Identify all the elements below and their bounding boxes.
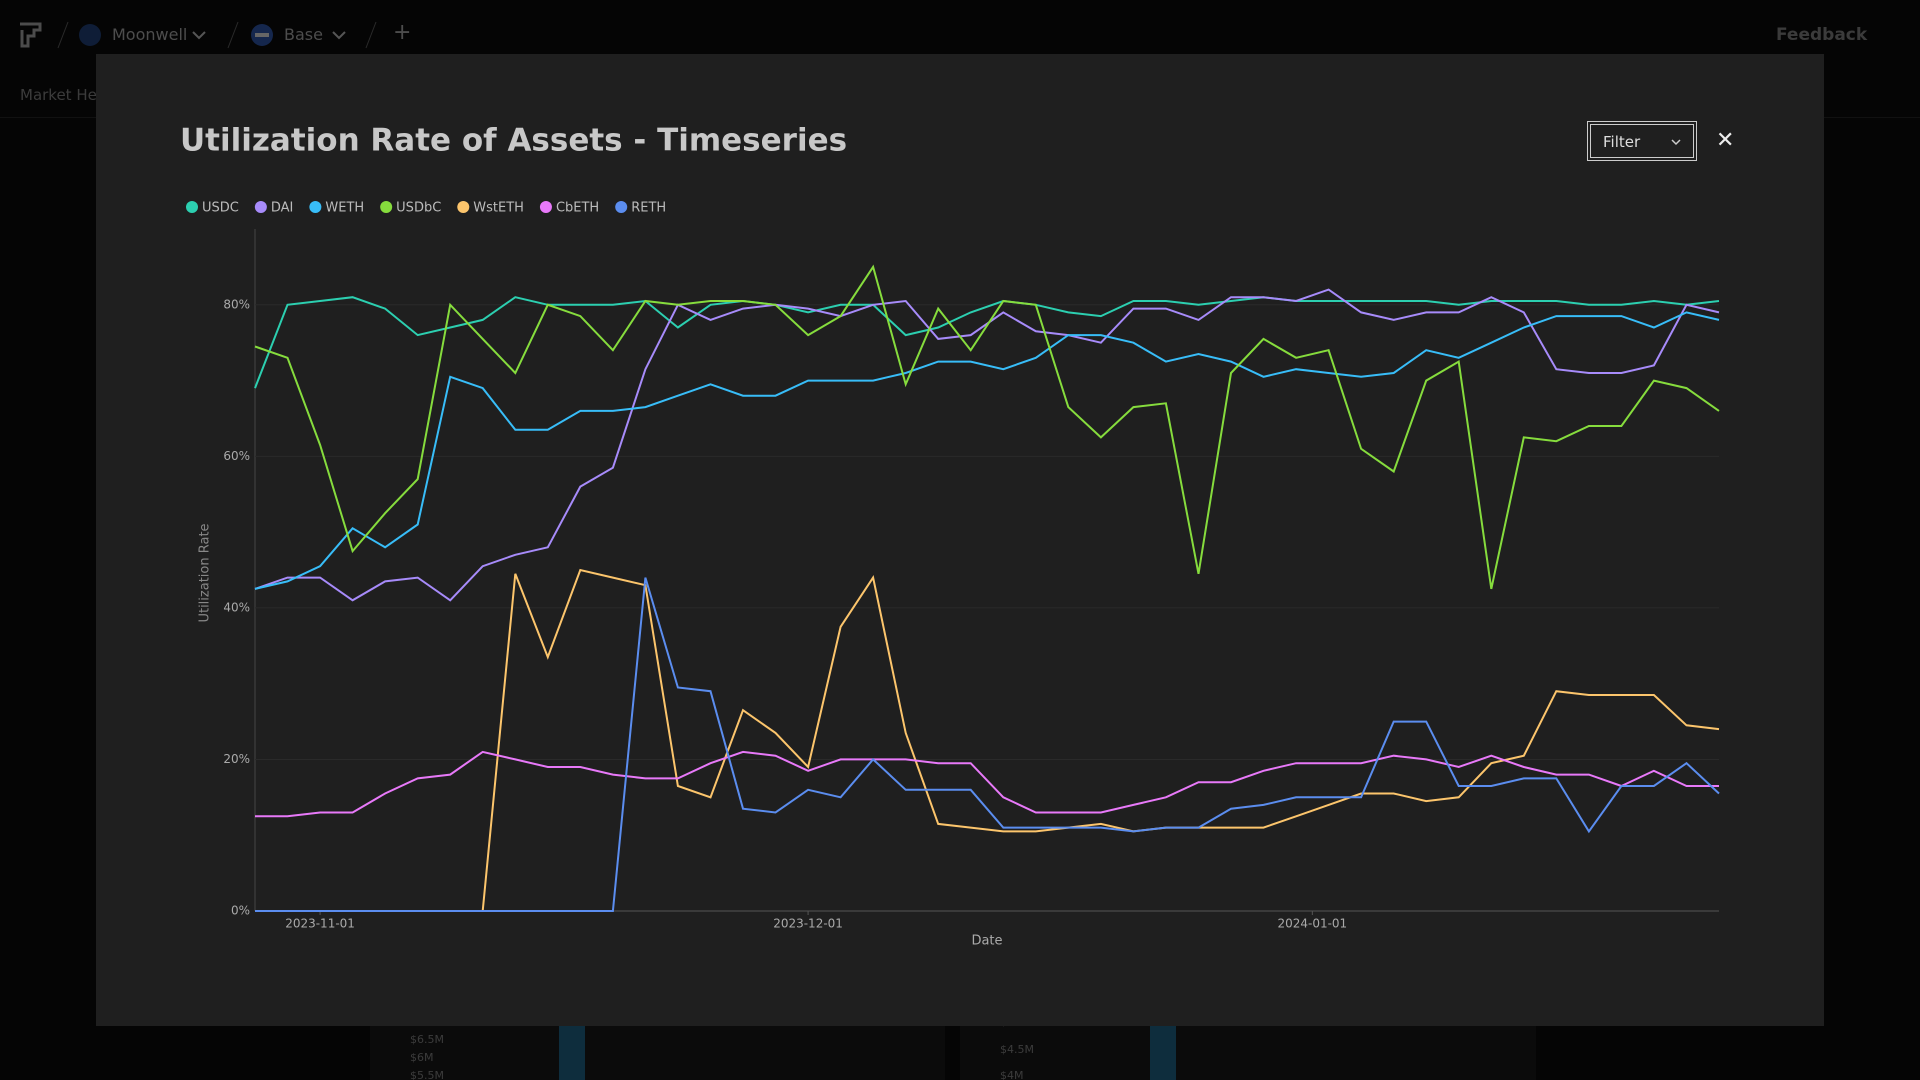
series-line — [255, 568, 1720, 912]
filter-label: Filter — [1603, 133, 1641, 151]
legend-label: DAI — [271, 201, 294, 216]
legend-swatch — [186, 201, 198, 213]
series-line — [254, 288, 1720, 602]
legend-swatch — [539, 201, 552, 213]
series-line — [254, 311, 1720, 590]
y-tick-label: 40% — [223, 600, 250, 614]
x-tick-label: 2024-01-01 — [1277, 917, 1347, 931]
legend-swatch — [615, 201, 628, 213]
legend-label: WstETH — [473, 201, 524, 216]
x-tick-label: 2023-11-01 — [285, 917, 355, 931]
x-tick-label: 2023-12-01 — [773, 917, 843, 931]
y-axis-label: Utilization Rate — [198, 523, 213, 622]
chart-title: Utilization Rate of Assets - Timeseries — [180, 123, 847, 159]
legend-swatch — [457, 201, 470, 213]
series-line — [254, 264, 1720, 590]
filter-dropdown[interactable]: Filter — [1590, 124, 1694, 158]
y-tick-label: 80% — [223, 297, 250, 311]
series-line — [255, 750, 1719, 818]
y-tick-label: 20% — [223, 752, 250, 766]
legend-label: RETH — [631, 201, 666, 216]
modal: Filter ✕ — [96, 54, 1824, 1026]
series-line — [255, 577, 1720, 912]
y-tick-label: 0% — [231, 904, 250, 918]
series-line — [254, 296, 1720, 389]
x-axis-label: Date — [971, 934, 1002, 949]
legend-swatch — [254, 201, 267, 213]
close-button[interactable]: ✕ — [1716, 128, 1735, 153]
legend-swatch — [309, 201, 322, 213]
legend-label: USDC — [202, 201, 239, 216]
legend-label: WETH — [325, 201, 364, 216]
legend-swatch — [380, 201, 393, 213]
legend-label: CbETH — [556, 201, 599, 216]
legend-label: USDbC — [396, 201, 441, 216]
y-tick-label: 60% — [223, 449, 250, 463]
